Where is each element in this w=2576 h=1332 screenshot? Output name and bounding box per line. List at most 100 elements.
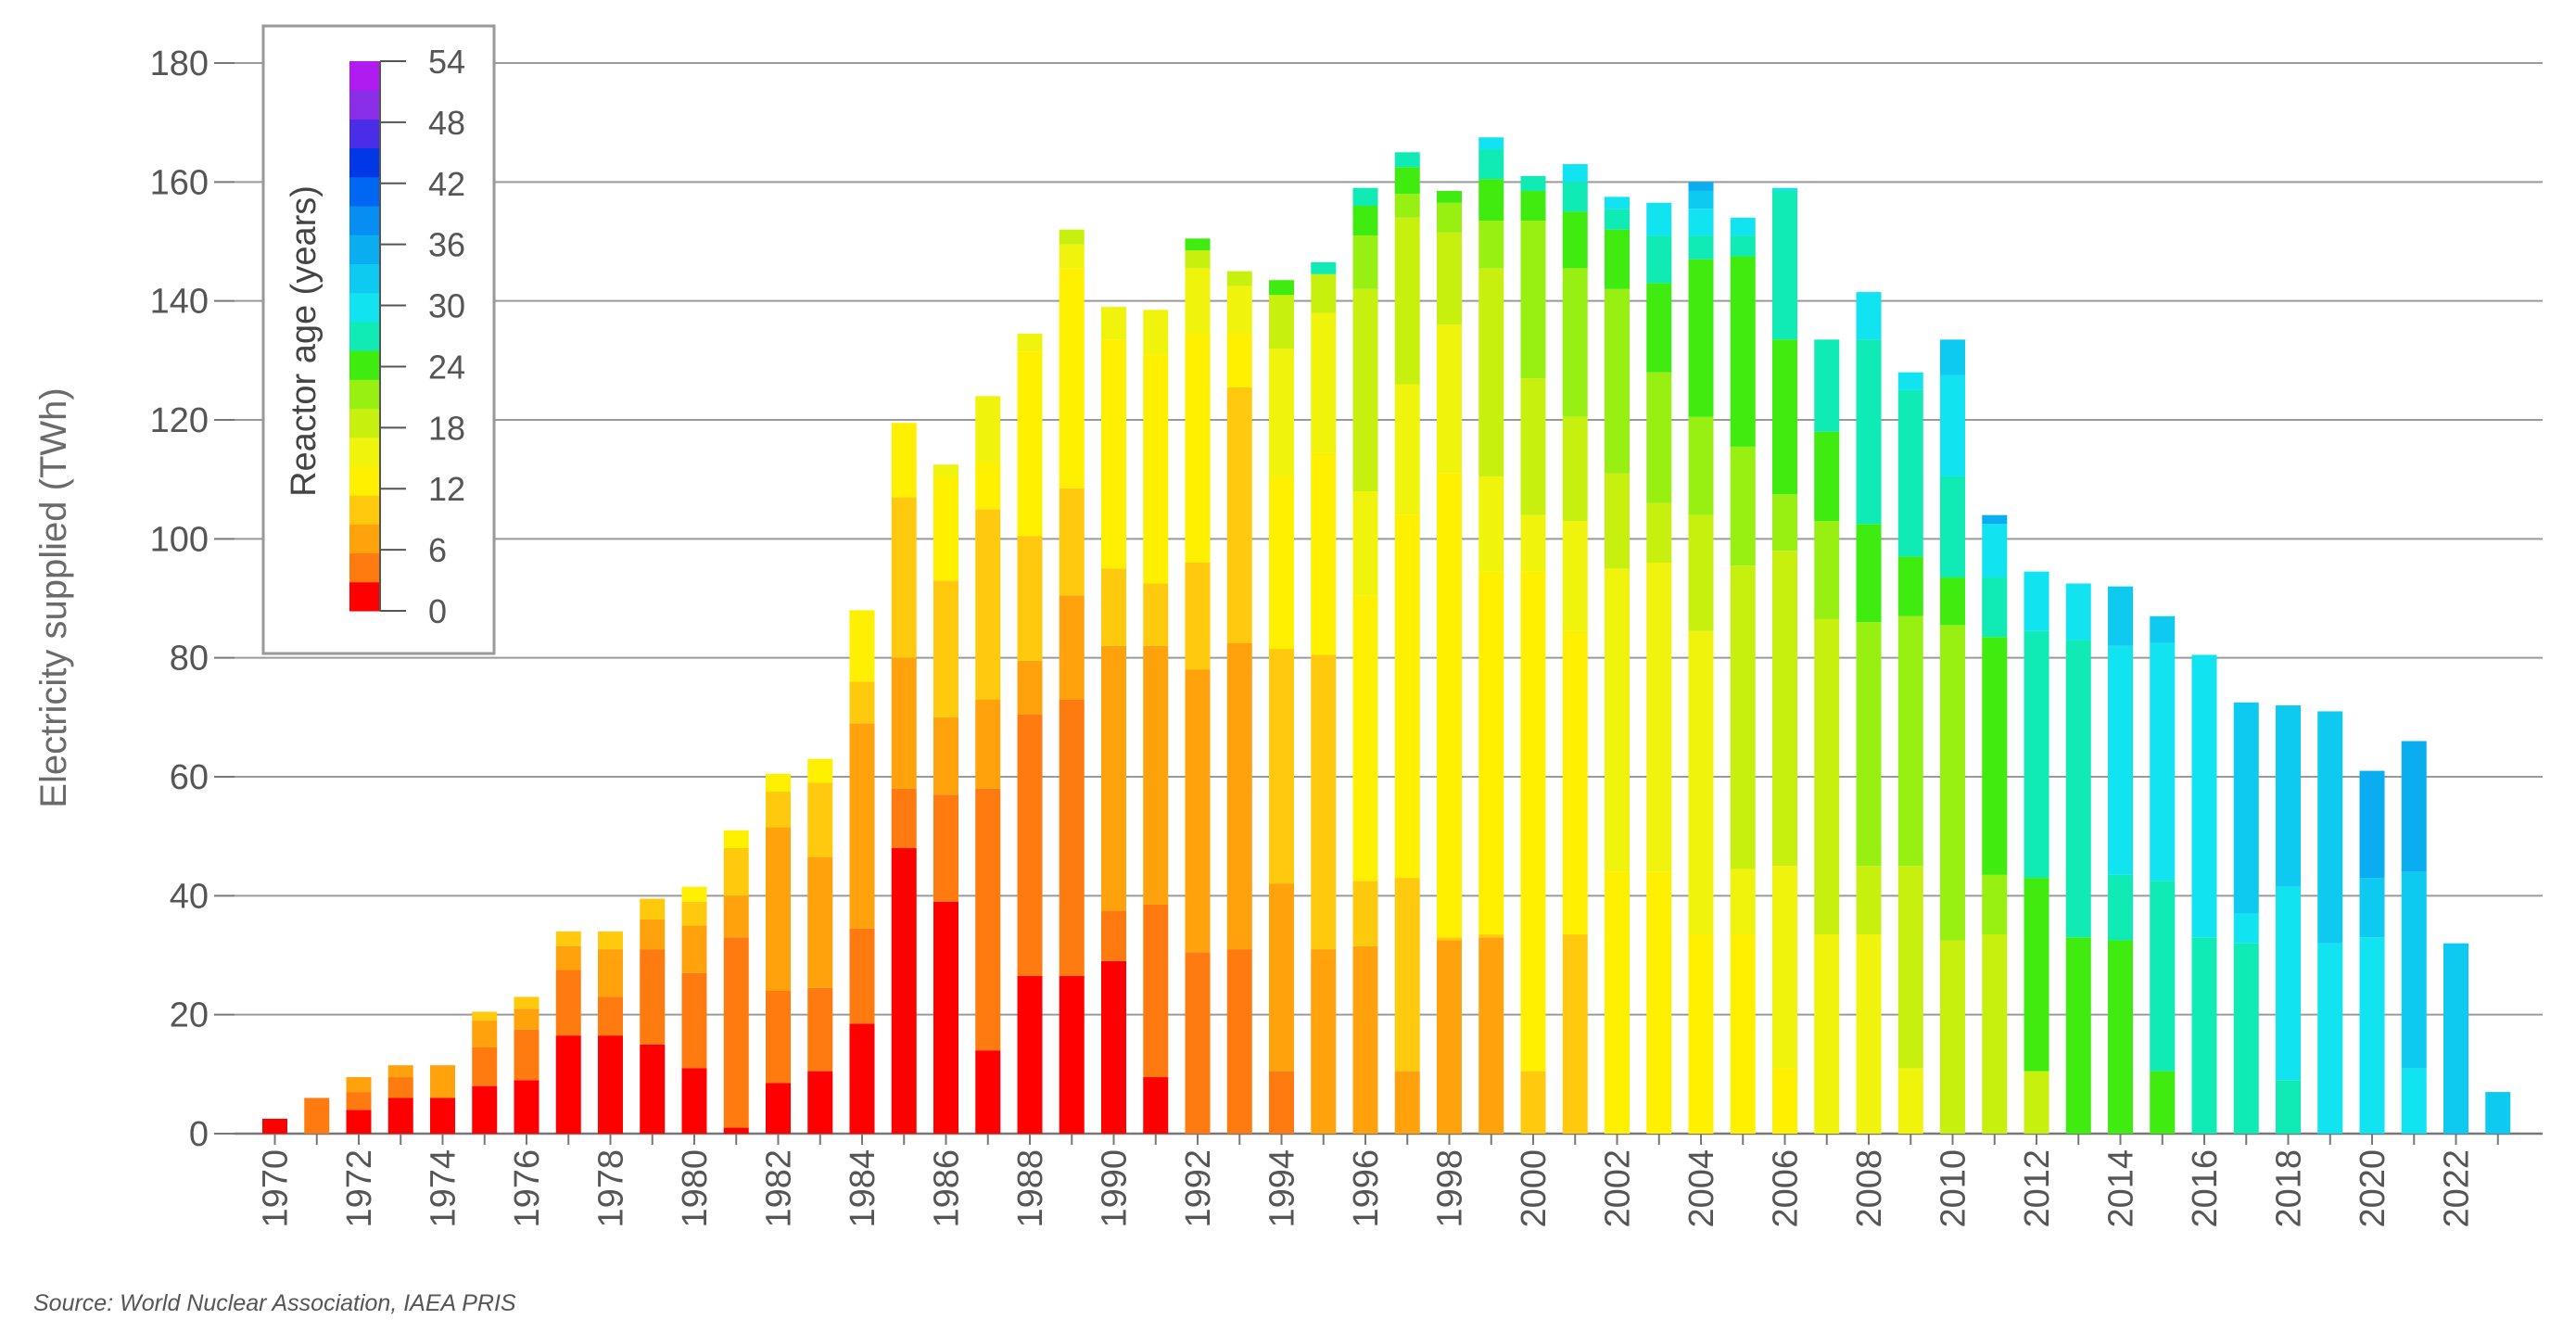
bar-segment xyxy=(2191,654,2217,938)
bar-segment xyxy=(723,895,749,938)
bar-segment xyxy=(975,396,1001,462)
bar-segment xyxy=(1269,280,1294,296)
bar-1991 xyxy=(1143,310,1169,1134)
bar-segment xyxy=(1059,488,1085,596)
bar-segment xyxy=(1478,149,1504,180)
bar-2012 xyxy=(2024,571,2049,1134)
bar-segment xyxy=(1940,476,1965,578)
x-tick-label: 2012 xyxy=(2018,1149,2057,1228)
bar-segment xyxy=(1772,551,1797,867)
bar-2006 xyxy=(1772,187,1797,1134)
bar-segment xyxy=(2276,705,2301,887)
bar-segment xyxy=(2233,913,2259,944)
bar-segment xyxy=(1772,866,1797,1069)
bar-segment xyxy=(1562,211,1588,269)
bar-segment xyxy=(1814,934,1840,1134)
bar-segment xyxy=(1226,387,1252,643)
bar-segment xyxy=(1478,571,1504,935)
bar-segment xyxy=(2191,937,2217,1134)
bar-2000 xyxy=(1520,175,1546,1134)
bar-2020 xyxy=(2359,770,2385,1134)
bar-segment xyxy=(1897,372,1923,390)
bar-segment xyxy=(766,1083,791,1134)
bar-segment xyxy=(1017,975,1043,1134)
bar-segment xyxy=(1352,945,1378,1134)
bar-segment xyxy=(1646,283,1672,373)
bar-segment xyxy=(681,901,707,926)
bar-1987 xyxy=(975,396,1001,1134)
bar-2015 xyxy=(2150,615,2176,1134)
y-tick-label: 40 xyxy=(170,877,209,916)
bar-2004 xyxy=(1688,182,1714,1134)
bar-segment xyxy=(1269,883,1294,1072)
bar-segment xyxy=(304,1097,330,1134)
bar-segment xyxy=(1143,310,1169,355)
x-tick-label: 1974 xyxy=(425,1149,463,1228)
bar-segment xyxy=(807,758,833,783)
bar-segment xyxy=(933,717,958,795)
bar-segment xyxy=(1646,372,1672,503)
bar-segment xyxy=(933,794,958,902)
bar-segment xyxy=(1897,389,1923,557)
bar-segment xyxy=(2065,583,2091,641)
bar-segment xyxy=(1311,273,1337,313)
bar-segment xyxy=(1143,354,1169,584)
legend-color-band xyxy=(349,176,380,207)
bar-segment xyxy=(1646,502,1672,563)
bar-segment xyxy=(891,657,917,789)
bar-segment xyxy=(849,681,875,724)
bar-segment xyxy=(681,972,707,1069)
bar-segment xyxy=(1101,339,1126,569)
bar-1974 xyxy=(430,1065,455,1134)
bar-segment xyxy=(1059,244,1085,269)
bar-segment xyxy=(1269,476,1294,650)
y-tick-label: 100 xyxy=(150,520,209,559)
bar-2018 xyxy=(2276,705,2301,1134)
bar-segment xyxy=(1897,1068,1923,1134)
legend-title: Reactor age (years) xyxy=(285,185,324,497)
y-tick-label: 0 xyxy=(189,1115,209,1154)
bar-segment xyxy=(1394,152,1420,168)
bar-segment xyxy=(1520,571,1546,1072)
x-tick-label: 1980 xyxy=(676,1149,715,1228)
bar-segment xyxy=(1226,949,1252,1134)
bar-segment xyxy=(1394,1071,1420,1134)
bar-segment xyxy=(555,1035,581,1134)
bar-segment xyxy=(1478,221,1504,269)
bar-1973 xyxy=(387,1065,413,1134)
bar-segment xyxy=(1605,288,1630,474)
x-tick-label: 2000 xyxy=(1515,1149,1554,1228)
bar-segment xyxy=(640,949,666,1045)
bar-segment xyxy=(1646,202,1672,236)
bar-2005 xyxy=(1730,217,1756,1134)
bar-segment xyxy=(1940,339,1965,375)
bar-2021 xyxy=(2401,741,2427,1134)
bar-segment xyxy=(1520,221,1546,379)
bar-segment xyxy=(1437,324,1462,474)
bar-segment xyxy=(1101,568,1126,646)
bar-segment xyxy=(933,901,958,1134)
bar-segment xyxy=(1185,238,1211,251)
y-tick-label: 120 xyxy=(150,401,209,440)
bar-segment xyxy=(2024,878,2049,1072)
bar-segment xyxy=(1017,351,1043,537)
x-tick-label: 1978 xyxy=(592,1149,631,1228)
bar-segment xyxy=(2317,943,2343,1134)
bar-segment xyxy=(387,1065,413,1078)
bar-segment xyxy=(807,782,833,857)
bar-segment xyxy=(1772,187,1797,191)
bar-segment xyxy=(975,788,1001,1051)
bar-1978 xyxy=(598,931,623,1134)
bar-segment xyxy=(346,1092,372,1110)
bar-segment xyxy=(2108,586,2133,646)
bar-segment xyxy=(1352,235,1378,289)
bar-segment xyxy=(1437,190,1462,203)
bar-segment xyxy=(2108,940,2133,1134)
bar-segment xyxy=(1562,416,1588,522)
x-tick-label: 2002 xyxy=(1599,1149,1638,1228)
bar-1998 xyxy=(1437,190,1462,1134)
bar-segment xyxy=(2024,630,2049,879)
bar-segment xyxy=(1520,514,1546,572)
bar-segment xyxy=(1982,934,2008,1134)
bar-1981 xyxy=(723,830,749,1134)
